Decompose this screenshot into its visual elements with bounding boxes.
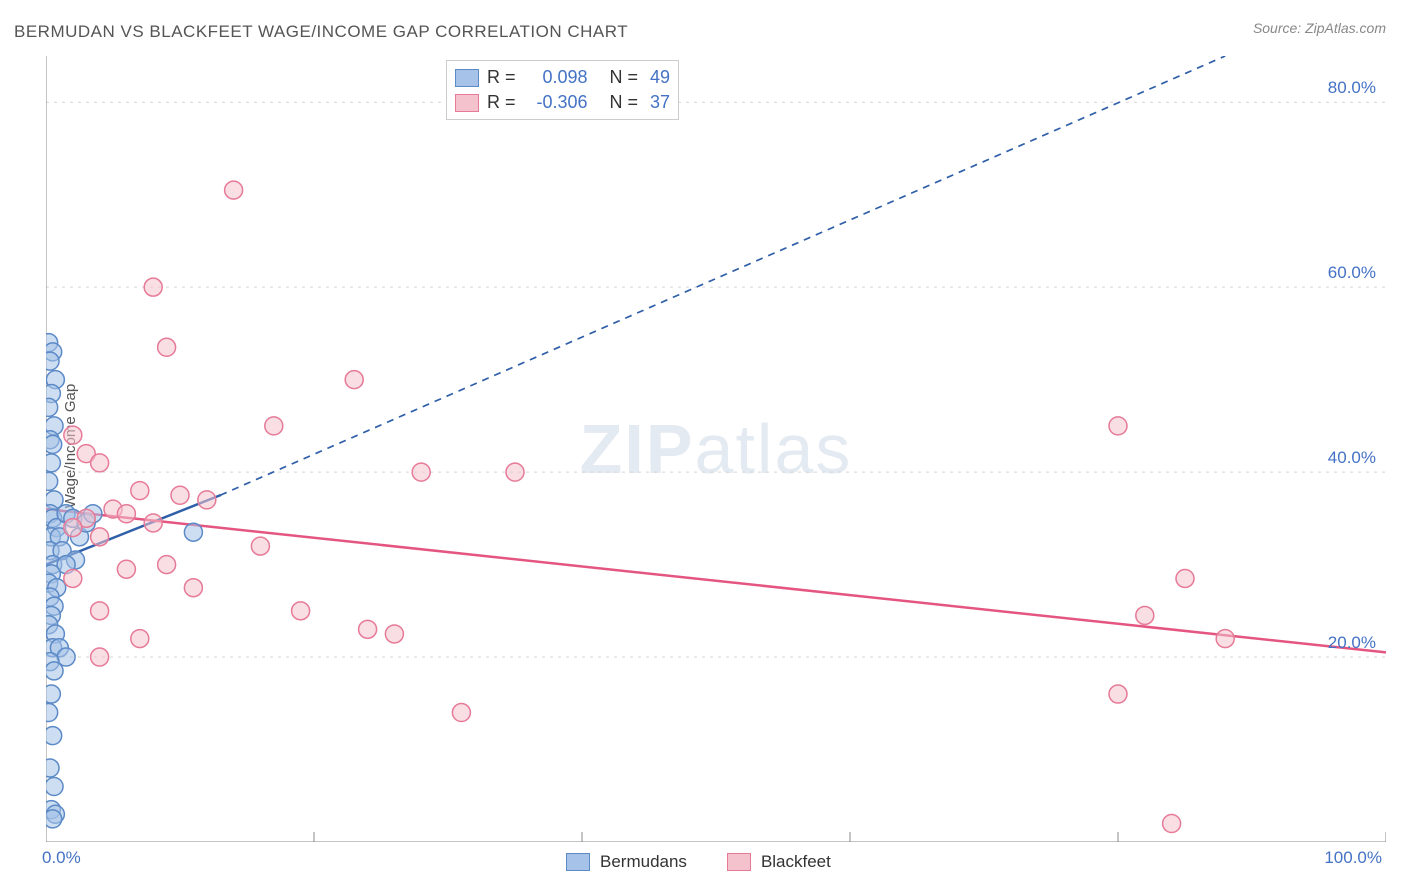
legend-swatch bbox=[727, 853, 751, 871]
source-attribution: Source: ZipAtlas.com bbox=[1253, 20, 1386, 36]
chart-container: BERMUDAN VS BLACKFEET WAGE/INCOME GAP CO… bbox=[0, 0, 1406, 892]
legend-swatch bbox=[455, 69, 479, 87]
stats-legend: R = 0.098 N = 49 R = -0.306 N = 37 bbox=[446, 60, 679, 120]
legend-r-value: 0.098 bbox=[528, 67, 588, 88]
series-name: Bermudans bbox=[600, 852, 687, 872]
stats-legend-row: R = 0.098 N = 49 bbox=[455, 65, 670, 90]
legend-n-value: 49 bbox=[650, 67, 670, 88]
chart-plot-area: ZIPatlas R =0.098N =49R =-0.306N =37 Ber… bbox=[46, 56, 1386, 842]
legend-swatch bbox=[455, 94, 479, 112]
stats-legend-row: R = -0.306 N = 37 bbox=[455, 90, 670, 115]
series-name: Blackfeet bbox=[761, 852, 831, 872]
y-tick-label: 40.0% bbox=[1328, 448, 1376, 468]
legend-r-label: R = bbox=[487, 67, 516, 88]
scatter-plot-svg bbox=[46, 56, 1386, 842]
series-legend-item: Blackfeet bbox=[727, 852, 831, 872]
series-legend: Bermudans Blackfeet bbox=[566, 852, 831, 872]
x-tick-label: 100.0% bbox=[1324, 848, 1382, 868]
legend-n-label: N = bbox=[610, 67, 639, 88]
x-tick-label: 0.0% bbox=[42, 848, 81, 868]
y-tick-label: 80.0% bbox=[1328, 78, 1376, 98]
legend-swatch bbox=[566, 853, 590, 871]
legend-r-label: R = bbox=[487, 92, 516, 113]
series-legend-item: Bermudans bbox=[566, 852, 687, 872]
legend-r-value: -0.306 bbox=[528, 92, 588, 113]
legend-n-label: N = bbox=[610, 92, 639, 113]
y-tick-label: 60.0% bbox=[1328, 263, 1376, 283]
legend-n-value: 37 bbox=[650, 92, 670, 113]
chart-title: BERMUDAN VS BLACKFEET WAGE/INCOME GAP CO… bbox=[14, 22, 628, 42]
y-tick-label: 20.0% bbox=[1328, 633, 1376, 653]
